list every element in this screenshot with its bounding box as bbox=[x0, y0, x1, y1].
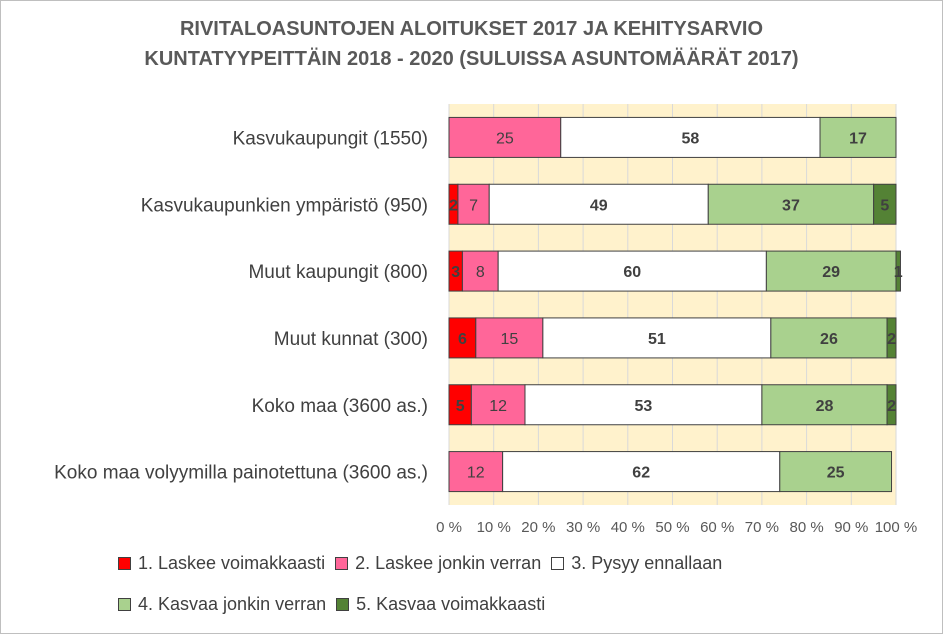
data-label-3-series-2: 8 bbox=[476, 264, 485, 281]
data-label-2-series-5: 5 bbox=[880, 197, 889, 214]
data-label-3-series-1: 3 bbox=[451, 264, 460, 281]
legend-label-5: 5. Kasvaa voimakkaasti bbox=[356, 593, 546, 614]
x-tick-label-80: 80 % bbox=[789, 519, 823, 536]
bar-6-series-2 bbox=[448, 451, 504, 493]
bar-5-series-3 bbox=[524, 384, 763, 426]
legend-swatch-1 bbox=[118, 556, 131, 570]
bar-4-series-5 bbox=[886, 317, 897, 359]
data-label-6-series-4: 25 bbox=[827, 465, 845, 482]
bar-2-series-2 bbox=[457, 183, 490, 225]
data-label-2-series-4: 37 bbox=[782, 197, 800, 214]
legend-item-4: 4. Kasvaa jonkin verran bbox=[118, 594, 326, 615]
x-tick-label-60: 60 % bbox=[700, 519, 734, 536]
x-tick-label-50: 50 % bbox=[655, 519, 689, 536]
legend-label-1: 1. Laskee voimakkaasti bbox=[138, 552, 326, 573]
legend-swatch-3 bbox=[551, 556, 565, 570]
bar-4-series-1 bbox=[448, 317, 477, 359]
bar-3-series-5 bbox=[895, 250, 901, 292]
legend-item-1: 1. Laskee voimakkaasti bbox=[118, 553, 325, 574]
legend-item-5: 5. Kasvaa voimakkaasti bbox=[336, 594, 545, 615]
bar-1-series-2 bbox=[448, 116, 562, 158]
category-label-5: Koko maa (3600 as.) bbox=[252, 396, 428, 417]
bar-5-series-4 bbox=[761, 384, 888, 426]
bar-1-series-3 bbox=[560, 116, 821, 158]
legend-row-1: 1. Laskee voimakkaasti 2. Laskee jonkin … bbox=[118, 550, 878, 576]
data-label-5-series-3: 53 bbox=[635, 398, 653, 415]
x-tick-label-0: 0 % bbox=[436, 519, 462, 536]
data-label-1-series-4: 17 bbox=[849, 130, 867, 147]
legend: 1. Laskee voimakkaasti 2. Laskee jonkin … bbox=[118, 550, 878, 632]
bar-2-series-5 bbox=[873, 183, 897, 225]
bar-3-series-4 bbox=[765, 250, 897, 292]
category-label-3: Muut kaupungit (800) bbox=[248, 262, 428, 283]
bar-4-series-4 bbox=[770, 317, 888, 359]
category-label-4: Muut kunnat (300) bbox=[274, 329, 428, 350]
legend-label-3: 3. Pysyy ennallaan bbox=[571, 552, 723, 573]
category-label-1: Kasvukaupungit (1550) bbox=[233, 128, 428, 149]
data-label-1-series-2: 25 bbox=[496, 130, 514, 147]
legend-item-2: 2. Laskee jonkin verran bbox=[335, 553, 541, 574]
data-label-2-series-2: 7 bbox=[469, 197, 478, 214]
data-label-6-series-3: 62 bbox=[632, 465, 650, 482]
x-tick-label-70: 70 % bbox=[745, 519, 779, 536]
x-tick-label-100: 100 % bbox=[875, 519, 918, 536]
data-label-3-series-5: 1 bbox=[894, 264, 903, 281]
bar-5-series-5 bbox=[886, 384, 897, 426]
x-tick-label-30: 30 % bbox=[566, 519, 600, 536]
data-label-5-series-5: 2 bbox=[887, 398, 896, 415]
chart-title: RIVITALOASUNTOJEN ALOITUKSET 2017 JA KEH… bbox=[0, 14, 943, 74]
data-label-1-series-3: 58 bbox=[681, 130, 699, 147]
data-label-4-series-2: 15 bbox=[500, 331, 518, 348]
data-label-3-series-4: 29 bbox=[822, 264, 840, 281]
data-label-4-series-5: 2 bbox=[887, 331, 896, 348]
chart-title-line-1: RIVITALOASUNTOJEN ALOITUKSET 2017 JA KEH… bbox=[179, 18, 764, 40]
x-tick-label-40: 40 % bbox=[611, 519, 645, 536]
bar-3-series-2 bbox=[461, 250, 499, 292]
x-tick-label-20: 20 % bbox=[521, 519, 555, 536]
data-label-4-series-3: 51 bbox=[648, 331, 666, 348]
legend-swatch-2 bbox=[335, 556, 349, 570]
chart-title-line-2: KUNTATYYPEITTÄIN 2018 - 2020 (SULUISSA A… bbox=[144, 48, 799, 70]
legend-label-4: 4. Kasvaa jonkin verran bbox=[138, 593, 327, 614]
data-label-2-series-3: 49 bbox=[590, 197, 608, 214]
data-label-5-series-2: 12 bbox=[489, 398, 507, 415]
legend-swatch-5 bbox=[336, 597, 350, 611]
bar-2-series-3 bbox=[488, 183, 709, 225]
bar-4-series-2 bbox=[475, 317, 544, 359]
bar-3-series-3 bbox=[497, 250, 767, 292]
bar-6-series-4 bbox=[779, 451, 893, 493]
x-tick-label-10: 10 % bbox=[477, 519, 511, 536]
data-label-5-series-1: 5 bbox=[456, 398, 465, 415]
legend-swatch-4 bbox=[118, 597, 131, 611]
category-label-2: Kasvukaupunkien ympäristö (950) bbox=[141, 195, 428, 216]
data-label-3-series-3: 60 bbox=[623, 264, 641, 281]
legend-label-2: 2. Laskee jonkin verran bbox=[355, 552, 542, 573]
legend-row-2: 4. Kasvaa jonkin verran 5. Kasvaa voimak… bbox=[118, 591, 878, 617]
bar-6-series-3 bbox=[502, 451, 781, 493]
data-label-4-series-4: 26 bbox=[820, 331, 838, 348]
data-label-4-series-1: 6 bbox=[458, 331, 467, 348]
legend-item-3: 3. Pysyy ennallaan bbox=[551, 553, 722, 574]
category-label-6: Koko maa volyymilla painotettuna (3600 a… bbox=[54, 463, 428, 484]
data-label-5-series-4: 28 bbox=[816, 398, 834, 415]
bar-1-series-4 bbox=[819, 116, 897, 158]
data-label-2-series-1: 2 bbox=[449, 197, 458, 214]
bar-4-series-3 bbox=[542, 317, 772, 359]
bar-2-series-4 bbox=[707, 183, 875, 225]
data-label-6-series-2: 12 bbox=[467, 465, 485, 482]
x-tick-label-90: 90 % bbox=[834, 519, 868, 536]
